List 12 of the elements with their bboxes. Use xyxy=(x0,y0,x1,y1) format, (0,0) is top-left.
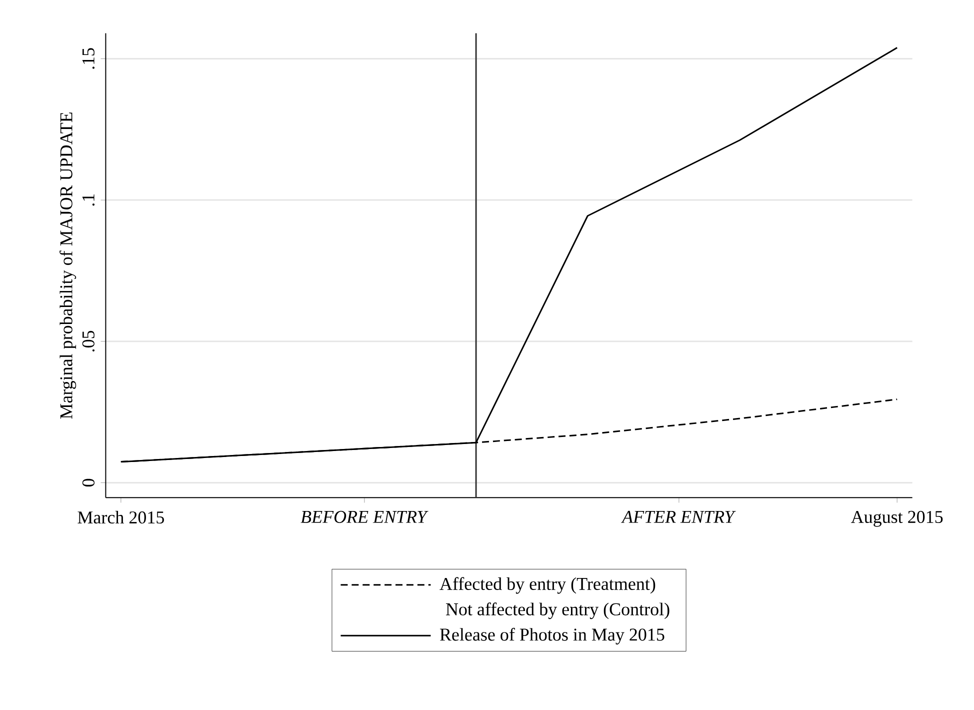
y-tick-label: .15 xyxy=(82,48,95,69)
y-tick-label: .1 xyxy=(82,194,95,206)
x-tick-label: AFTER ENTRY xyxy=(621,510,736,523)
x-tick-label: August 2015 xyxy=(851,510,943,527)
y-axis-title: Marginal probability of MAJOR UPDATE xyxy=(60,112,76,419)
legend-label: Affected by entry (Treatment) xyxy=(440,577,656,594)
legend-label: Release of Photos in May 2015 xyxy=(440,628,664,644)
y-tick-label: .05 xyxy=(82,330,95,352)
text: Not affected by entry (Control) xyxy=(446,602,670,620)
x-tick-label: BEFORE ENTRY xyxy=(300,510,428,523)
x-tick-label: March 2015 xyxy=(78,510,164,524)
y-tick-label: 0 xyxy=(82,478,95,487)
